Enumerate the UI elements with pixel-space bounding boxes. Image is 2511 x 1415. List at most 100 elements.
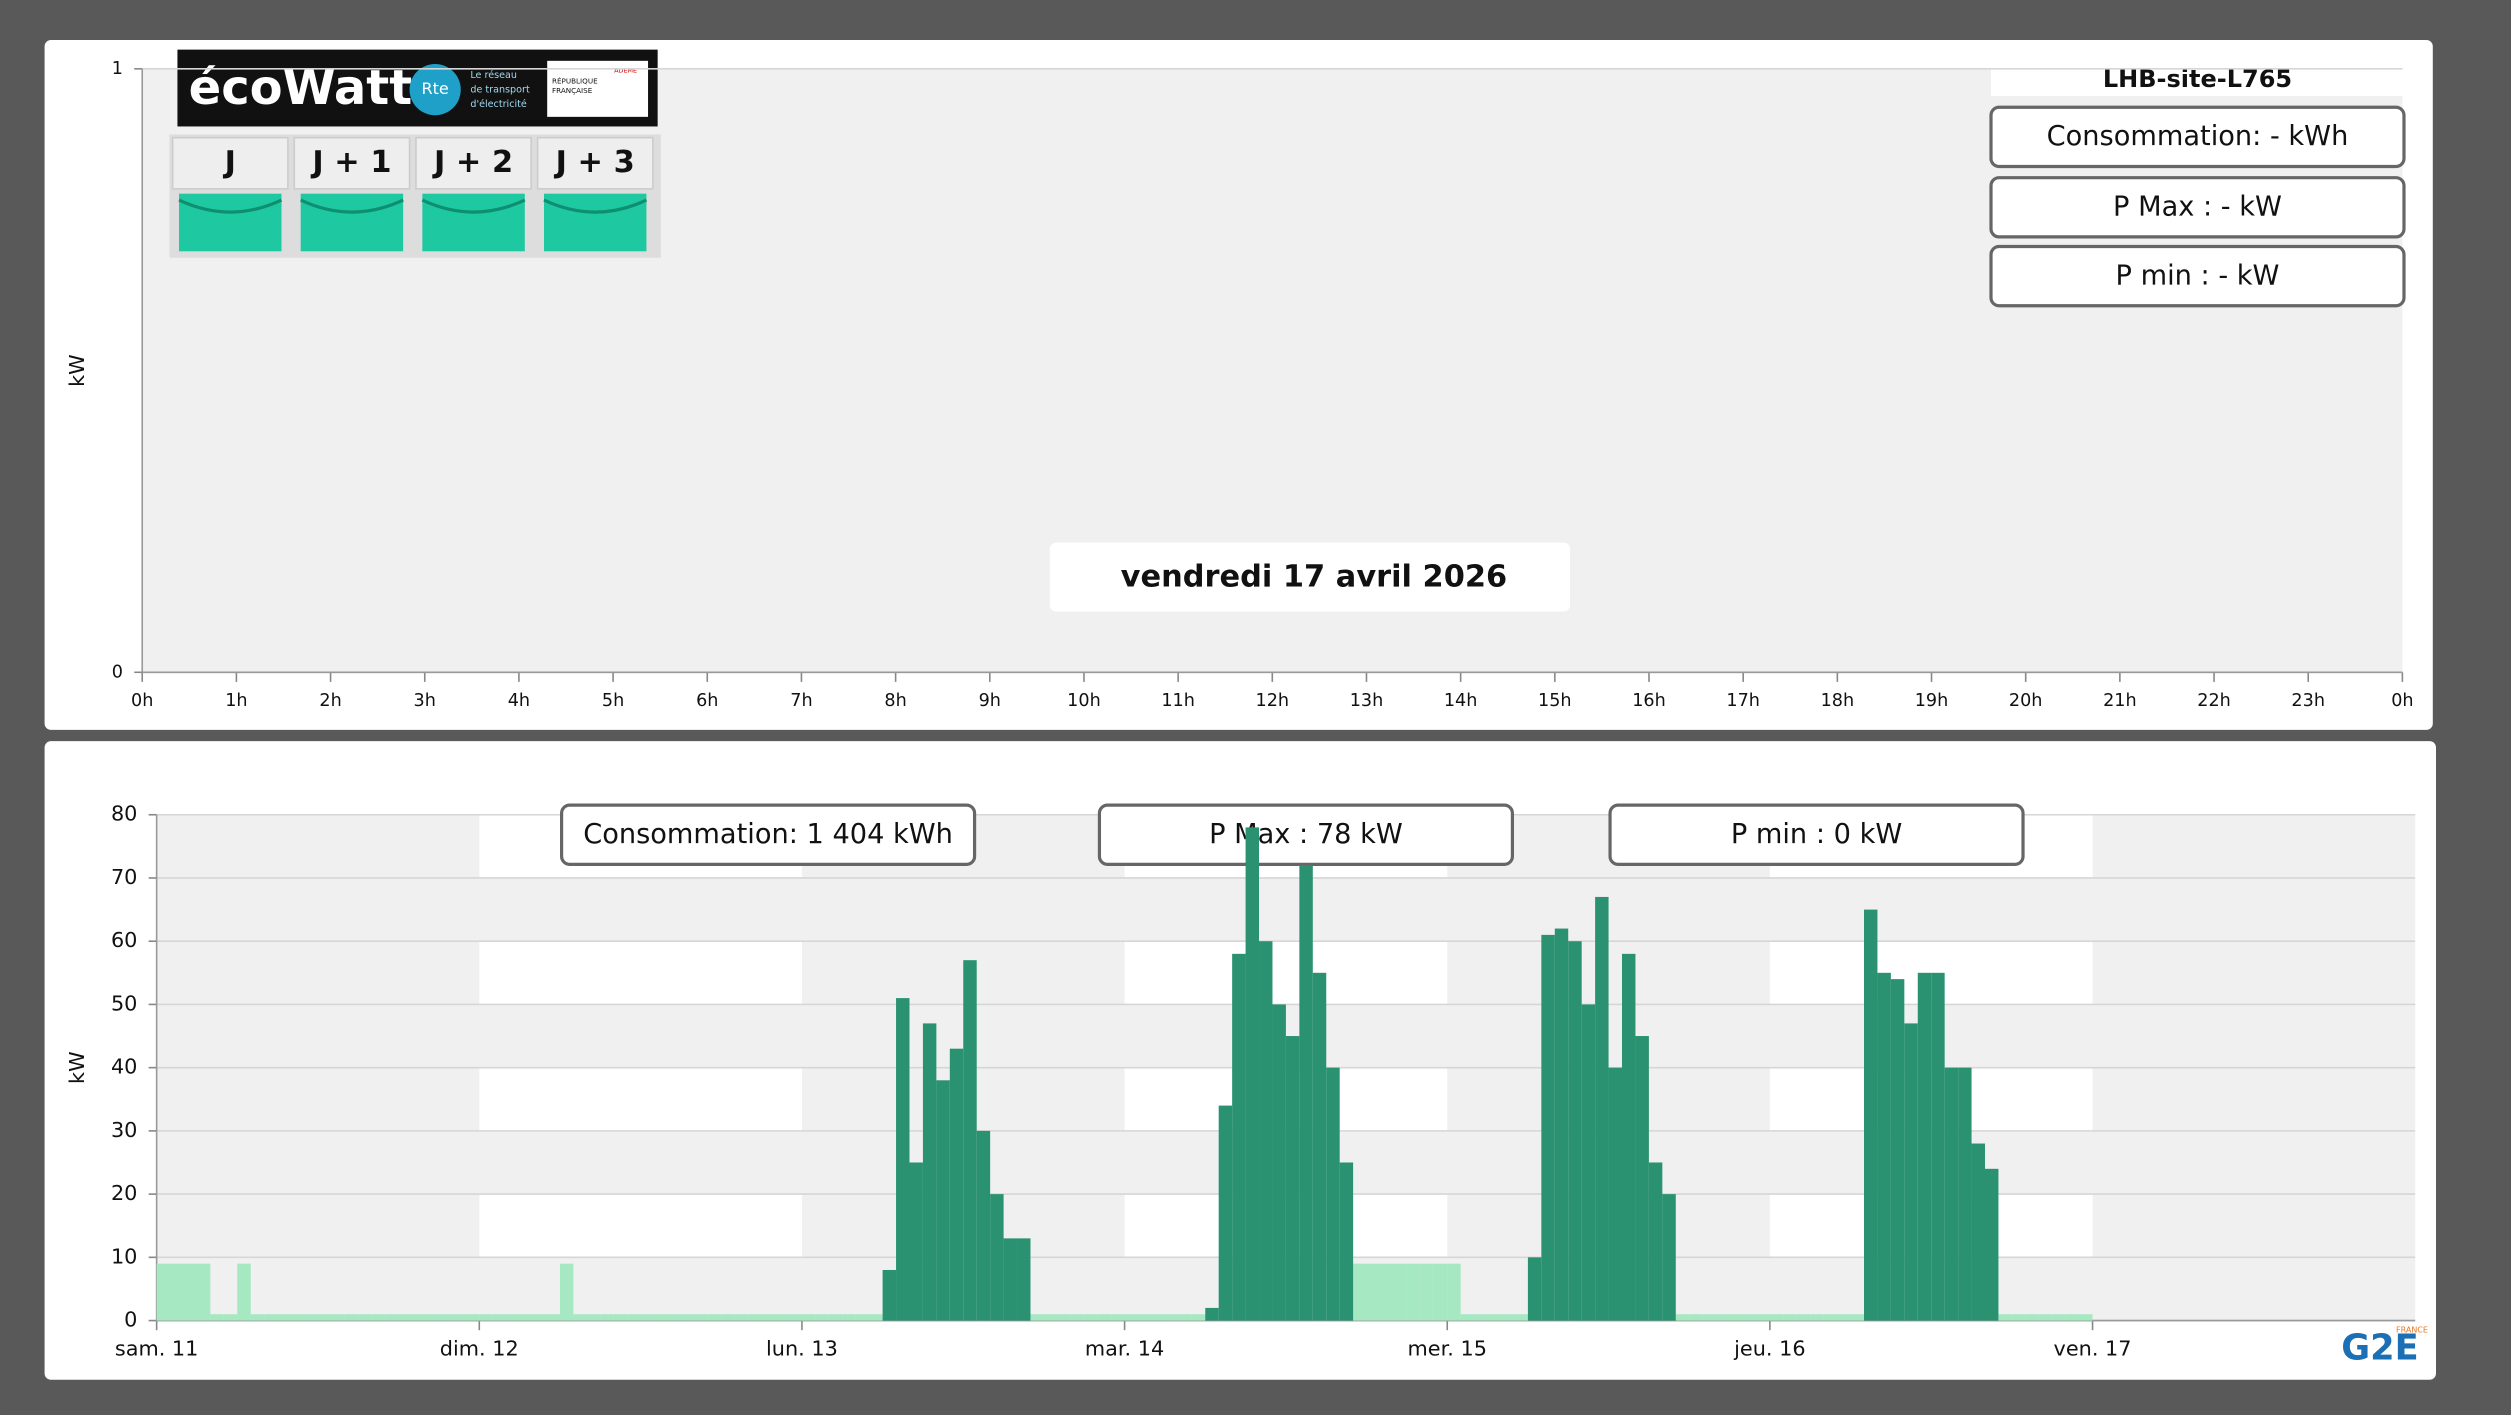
y-tick-label: 0: [112, 662, 123, 682]
bar: [1124, 1314, 1139, 1321]
bar: [1070, 1314, 1085, 1321]
bar: [976, 1130, 991, 1321]
bar: [761, 1314, 776, 1321]
bar: [183, 1263, 197, 1321]
x-tick-label: mer. 15: [1408, 1336, 1487, 1360]
x-tick-label: lun. 13: [766, 1336, 838, 1360]
y-tick-label: 0: [124, 1308, 137, 1332]
bar: [1729, 1314, 1744, 1321]
bar: [990, 1194, 1004, 1321]
info-text: P min : - kW: [2116, 260, 2280, 291]
bar: [680, 1314, 695, 1321]
bar: [358, 1314, 372, 1321]
bar: [1769, 1314, 1784, 1321]
bar: [533, 1314, 547, 1321]
bar: [1595, 896, 1609, 1321]
x-tick-label: 19h: [1915, 691, 1949, 711]
bar: [237, 1263, 251, 1321]
bar: [1164, 1314, 1179, 1321]
bar: [896, 998, 910, 1321]
bar: [1581, 1004, 1596, 1321]
bar: [2065, 1314, 2080, 1321]
bar: [815, 1314, 829, 1321]
x-tick-label: 20h: [2009, 691, 2043, 711]
bar: [855, 1314, 870, 1321]
bar: [2038, 1314, 2053, 1321]
bar: [156, 1263, 171, 1321]
day-header: [171, 136, 289, 190]
y-tick-label: 10: [111, 1244, 137, 1268]
day-wave: [421, 198, 526, 214]
info-box: [1989, 176, 2406, 239]
bar: [1487, 1314, 1502, 1321]
bar: [801, 1314, 816, 1321]
bar: [1447, 1263, 1461, 1321]
day-signal: [422, 193, 525, 252]
bar: [546, 1314, 560, 1321]
bar: [1057, 1314, 1071, 1321]
bar: [371, 1314, 386, 1321]
site-tab: [1991, 60, 2404, 97]
bar: [264, 1314, 278, 1321]
rte-text: de transport: [470, 85, 530, 96]
bar: [1743, 1314, 1757, 1321]
plot-cell: [479, 941, 802, 1005]
bar: [1353, 1263, 1367, 1321]
bar: [331, 1314, 345, 1321]
day-header: [293, 136, 411, 190]
bar: [412, 1314, 426, 1321]
bar: [1783, 1314, 1797, 1321]
info-box: [1608, 803, 2025, 866]
bar: [2079, 1314, 2093, 1321]
bar: [667, 1314, 681, 1321]
x-tick-label: 8h: [884, 691, 906, 711]
bar: [223, 1314, 238, 1321]
day-wave: [178, 198, 283, 214]
y-tick-label: 50: [111, 991, 137, 1015]
bar: [250, 1314, 265, 1321]
day-label: J + 3: [554, 145, 635, 180]
x-tick-label: 22h: [2197, 691, 2231, 711]
bar: [1043, 1314, 1058, 1321]
x-tick-label: 16h: [1632, 691, 1666, 711]
bar: [1810, 1314, 1824, 1321]
bar: [398, 1314, 413, 1321]
bar: [1998, 1314, 2012, 1321]
x-tick-label: dim. 12: [440, 1336, 519, 1360]
bar: [291, 1314, 305, 1321]
bar: [1366, 1263, 1381, 1321]
x-tick-label: 11h: [1161, 691, 1195, 711]
rte-logo: [409, 64, 461, 116]
ademe-text: ADEME: [614, 66, 637, 74]
day-header: [536, 136, 654, 190]
day-label: J: [223, 145, 236, 180]
x-tick-label: 23h: [2291, 691, 2325, 711]
rte-label: Rte: [422, 79, 449, 98]
plot-cell: [479, 1194, 802, 1258]
x-tick-label: 15h: [1538, 691, 1572, 711]
bar: [1097, 1314, 1112, 1321]
bar: [304, 1314, 318, 1321]
bar: [1716, 1314, 1730, 1321]
day-signal: [300, 193, 404, 252]
info-box: [1989, 105, 2406, 169]
site-name: LHB-site-L765: [2103, 65, 2292, 93]
bar: [452, 1314, 466, 1321]
y-tick-label: 60: [111, 928, 137, 952]
bar: [1702, 1314, 1717, 1321]
bar: [1299, 865, 1313, 1321]
x-tick-label: 2h: [319, 691, 341, 711]
bar: [1232, 953, 1246, 1321]
x-tick-label: sam. 11: [115, 1336, 199, 1360]
x-tick-label: 17h: [1726, 691, 1760, 711]
y-tick-label: 70: [111, 865, 137, 889]
bar: [519, 1314, 534, 1321]
bar: [694, 1314, 708, 1321]
bar: [1460, 1314, 1475, 1321]
y-tick-label: 20: [111, 1181, 137, 1205]
bar: [1568, 941, 1582, 1321]
g2e-logo: G2E: [2341, 1327, 2418, 1368]
info-box: [560, 803, 977, 866]
bar: [1890, 979, 1905, 1321]
